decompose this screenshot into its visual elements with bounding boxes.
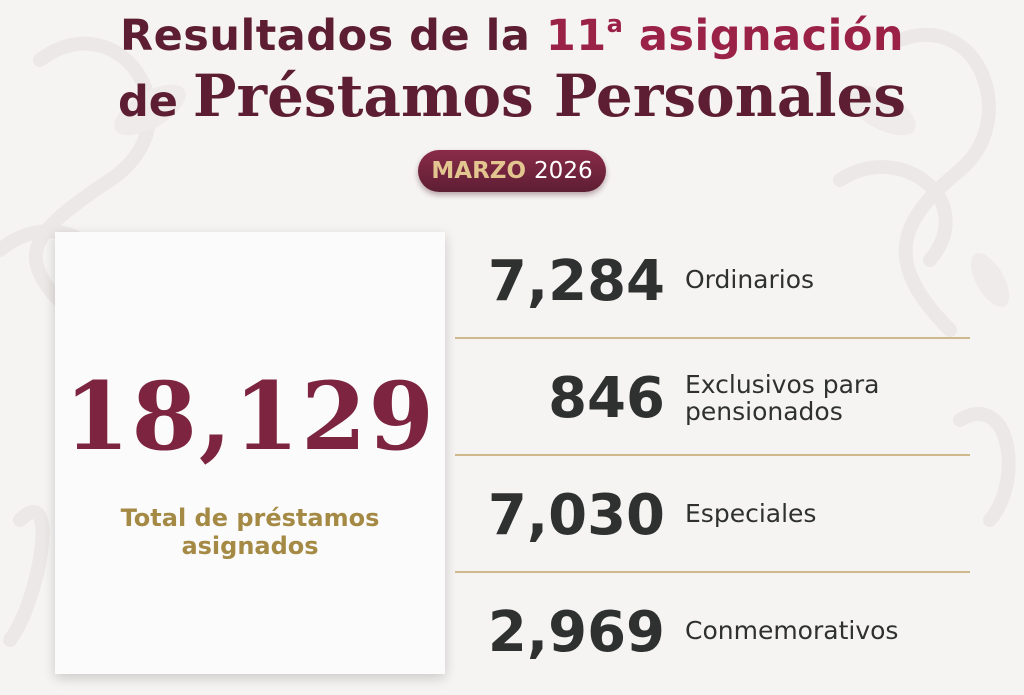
stat-label: Ordinarios xyxy=(685,265,815,294)
stat-value: 2,969 xyxy=(487,600,665,665)
stat-row-pensionados: 846 Exclusivos para pensionados xyxy=(455,339,970,456)
title-line2-prefix: de xyxy=(117,77,193,127)
title-prefix: Resultados de la xyxy=(120,11,546,61)
page-title-line2: de Préstamos Personales xyxy=(0,62,1024,130)
stat-value: 7,030 xyxy=(487,483,665,548)
stat-label: Exclusivos para pensionados xyxy=(685,370,880,426)
title-suffix: asignación xyxy=(623,11,904,61)
stat-row-conmemorativos: 2,969 Conmemorativos xyxy=(455,573,970,688)
stat-value: 846 xyxy=(548,366,665,431)
total-value: 18,129 xyxy=(64,362,436,472)
stat-value: 7,284 xyxy=(487,249,665,314)
total-card: 18,129 Total de préstamos asignados xyxy=(55,232,445,674)
page-title-line1: Resultados de la 11a asignación xyxy=(0,10,1024,61)
assignment-ordinal-suffix: a xyxy=(606,10,624,38)
stat-label: Especiales xyxy=(685,499,817,528)
stats-list: 7,284 Ordinarios 846 Exclusivos para pen… xyxy=(455,222,970,688)
total-label: Total de préstamos asignados xyxy=(120,504,380,560)
stat-row-ordinarios: 7,284 Ordinarios xyxy=(455,222,970,339)
date-month: MARZO xyxy=(431,158,527,184)
date-year: 2026 xyxy=(534,158,593,184)
stat-row-especiales: 7,030 Especiales xyxy=(455,456,970,573)
title-main: Préstamos Personales xyxy=(192,62,907,130)
date-badge: MARZO 2026 xyxy=(418,150,606,192)
stat-label: Conmemorativos xyxy=(685,616,899,645)
assignment-number: 11a asignación xyxy=(545,10,904,61)
